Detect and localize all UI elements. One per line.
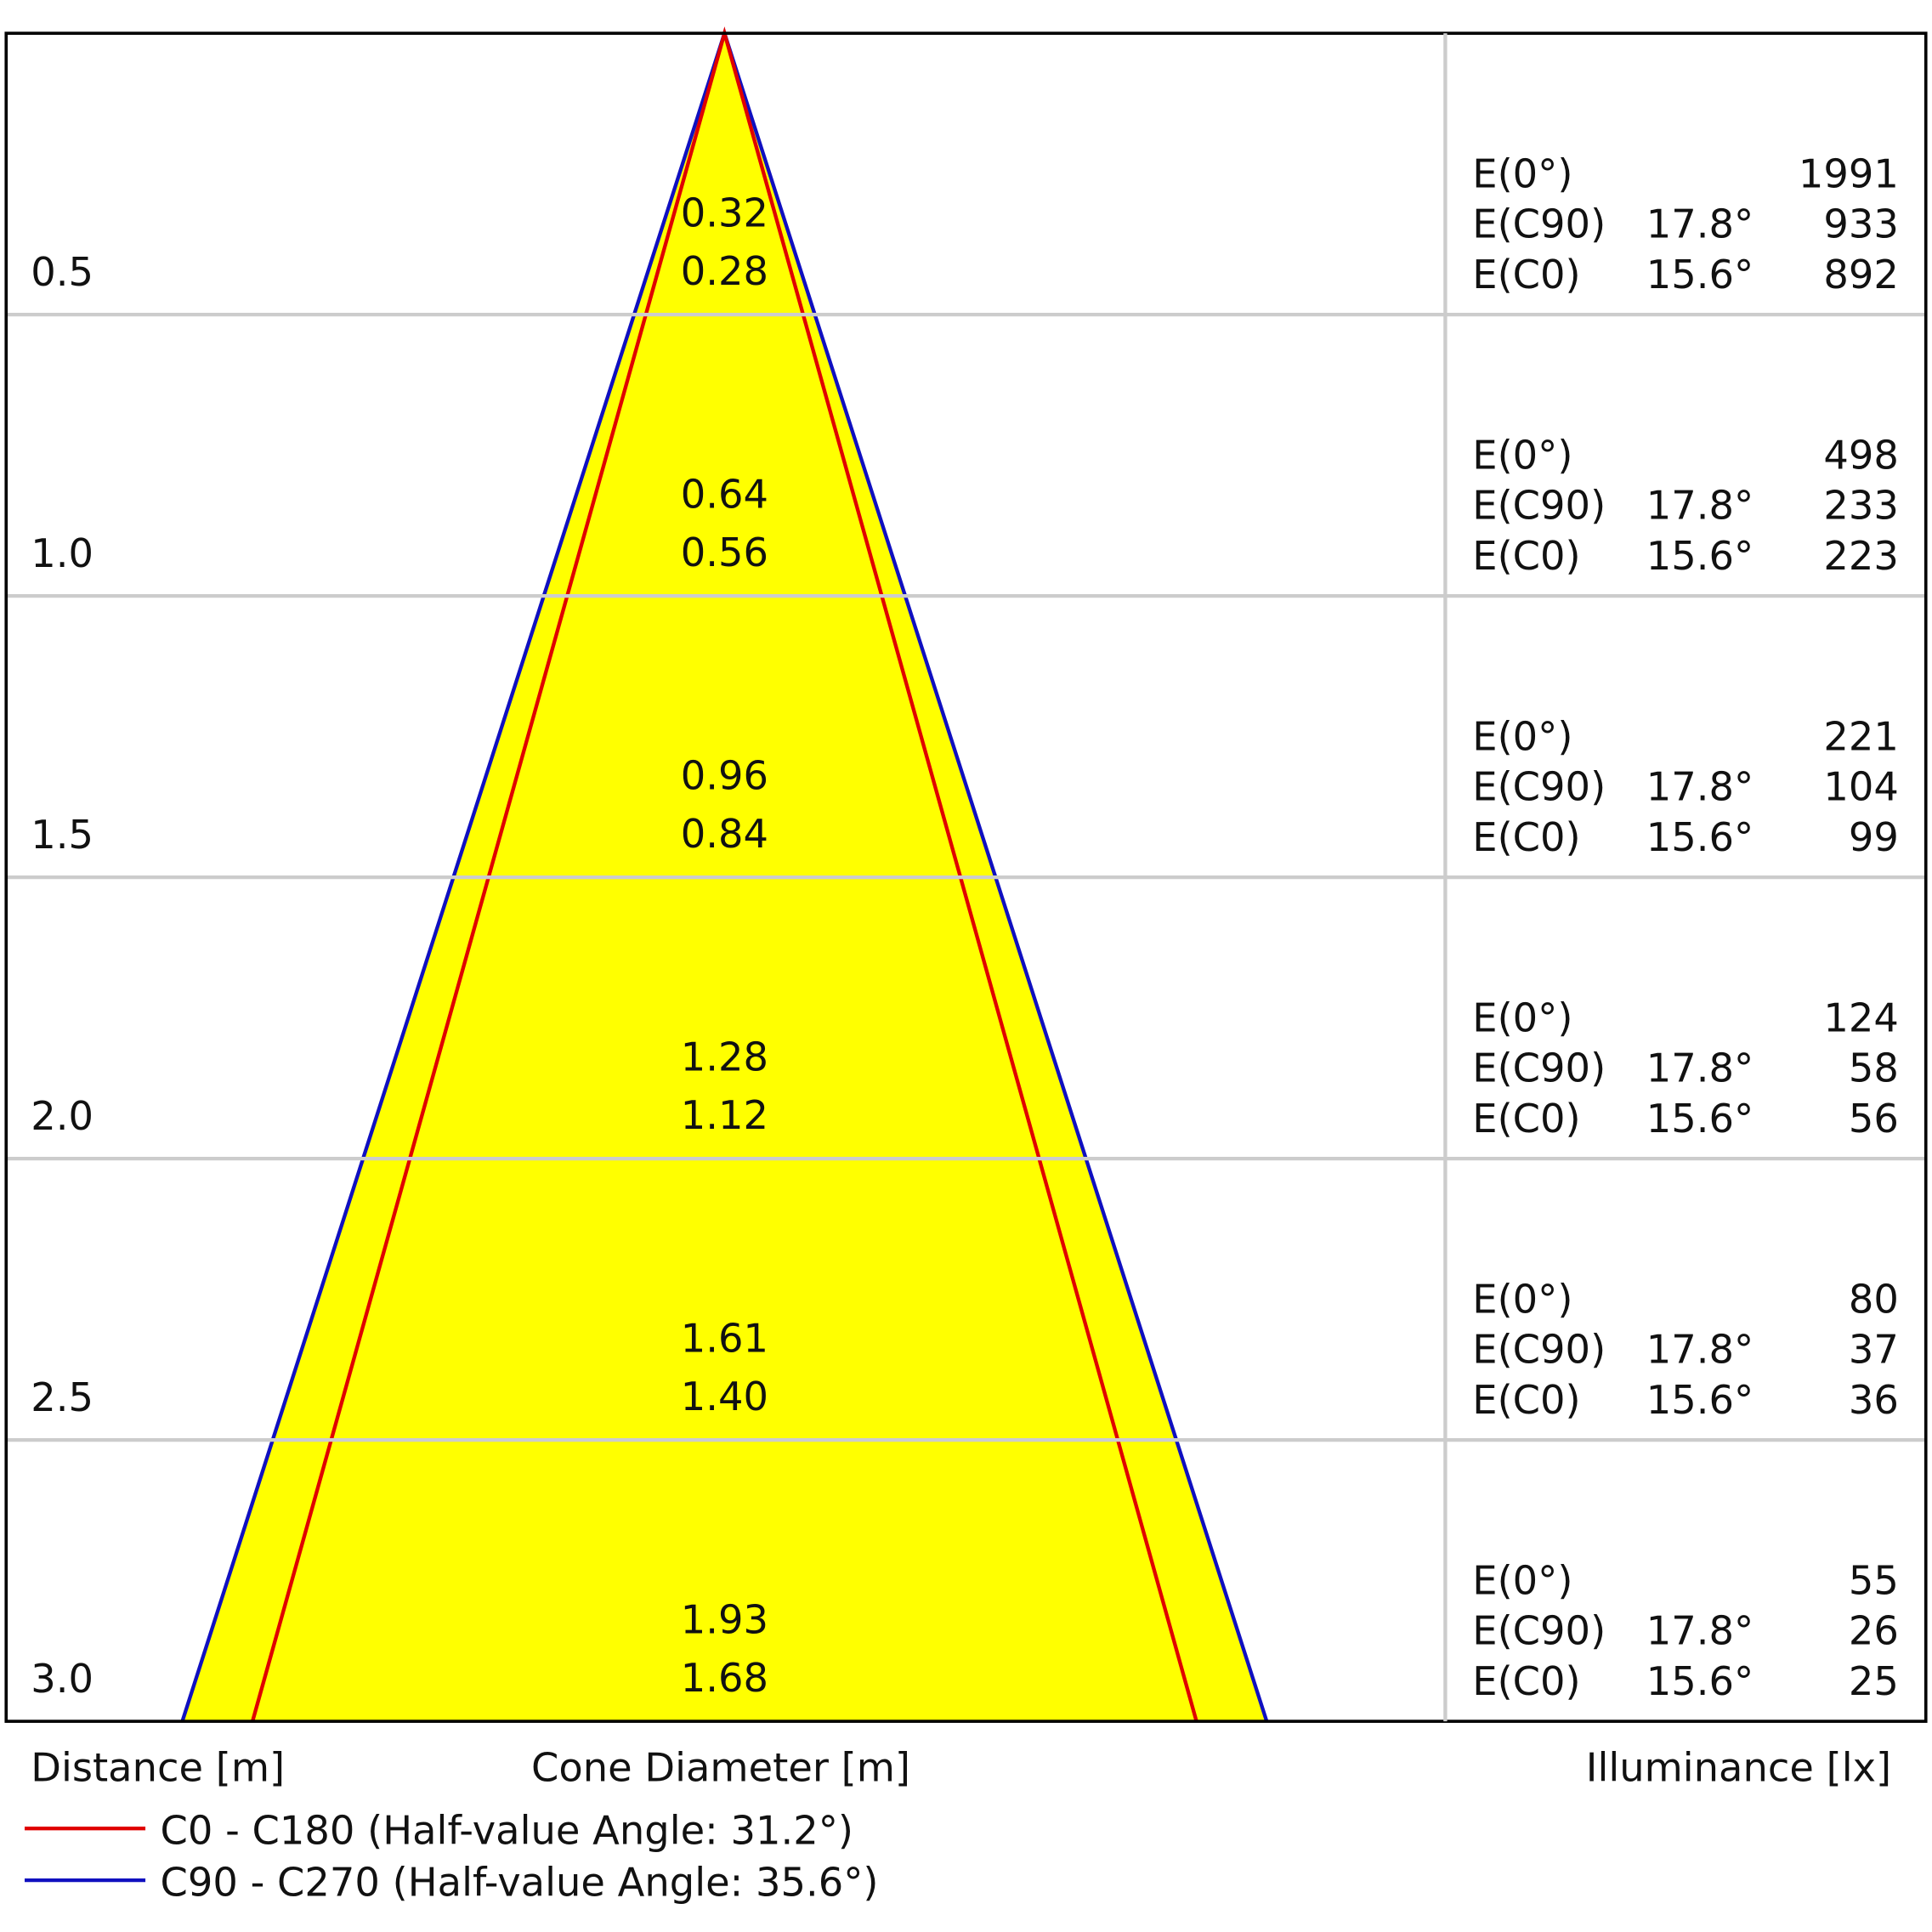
diameter-c90: 0.96 [681, 753, 768, 799]
angle: 17.8° [1646, 483, 1754, 529]
illuminance-label: E(C0) [1472, 252, 1580, 297]
illuminance-value: 26 [1849, 1608, 1899, 1654]
diameter-c90: 0.32 [681, 190, 768, 236]
diameter-c90: 0.64 [681, 472, 768, 518]
frame [4, 31, 1928, 1723]
legend-label: C0 - C180 (Half-value Angle: 31.2°) [160, 1808, 853, 1854]
illuminance-value: 892 [1823, 252, 1899, 297]
illuminance-value: 124 [1823, 994, 1899, 1040]
angle: 17.8° [1646, 1608, 1754, 1654]
illuminance-label: E(0°) [1472, 1276, 1572, 1322]
diameter-c90: 1.28 [681, 1034, 768, 1080]
distance-label: 0.5 [31, 249, 93, 295]
illuminance-label: E(C90) [1472, 1045, 1606, 1091]
grid [6, 312, 1926, 1442]
angle: 15.6° [1646, 814, 1754, 860]
illuminance-label: E(0°) [1472, 994, 1572, 1040]
illuminance-value: 223 [1823, 533, 1899, 579]
diameter-c0: 1.40 [681, 1374, 768, 1419]
angle: 17.8° [1646, 764, 1754, 810]
distance-label: 2.0 [31, 1093, 93, 1139]
angle: 15.6° [1646, 1658, 1754, 1704]
illuminance-label: E(0°) [1472, 713, 1572, 759]
distance-label: 1.0 [31, 530, 93, 576]
diameter-c0: 0.56 [681, 530, 768, 575]
illuminance-value: 498 [1823, 432, 1899, 478]
distance-label: 2.5 [31, 1374, 93, 1420]
illuminance-label: E(C0) [1472, 533, 1580, 579]
distance-axis-label: Distance [m] [31, 1745, 285, 1791]
diameter-c0: 0.28 [681, 248, 768, 294]
illuminance-value: 36 [1849, 1377, 1899, 1423]
illuminance-label: E(C0) [1472, 814, 1580, 860]
illuminance-label: E(C0) [1472, 1096, 1580, 1142]
diameter-c0: 0.84 [681, 811, 768, 857]
angle: 15.6° [1646, 1096, 1754, 1142]
diameter-c0: 1.12 [681, 1092, 768, 1138]
illuminance-value: 233 [1823, 483, 1899, 529]
illuminance-value: 25 [1849, 1658, 1899, 1704]
distance-label: 3.0 [31, 1656, 93, 1702]
illuminance-label: E(C90) [1472, 1327, 1606, 1373]
diameter-c90: 1.93 [681, 1597, 768, 1643]
illuminance-label: E(C90) [1472, 1608, 1606, 1654]
illuminance-label: E(C0) [1472, 1377, 1580, 1423]
illuminance-label: E(C0) [1472, 1658, 1580, 1704]
angle: 15.6° [1646, 1377, 1754, 1423]
illuminance-value: 933 [1823, 201, 1899, 247]
illuminance-label: E(0°) [1472, 432, 1572, 478]
illuminance-value: 1991 [1799, 150, 1899, 196]
illuminance-axis-label: Illuminance [lx] [1586, 1745, 1891, 1791]
legend-label: C90 - C270 (Half-value Angle: 35.6°) [160, 1859, 878, 1905]
illuminance-value: 99 [1849, 814, 1899, 860]
illuminance-value: 37 [1849, 1327, 1899, 1373]
illuminance-value: 104 [1823, 764, 1899, 810]
diameter-c0: 1.68 [681, 1655, 768, 1701]
illuminance-label: E(C90) [1472, 201, 1606, 247]
angle: 17.8° [1646, 1327, 1754, 1373]
distance-label: 1.5 [31, 812, 93, 858]
illuminance-label: E(C90) [1472, 483, 1606, 529]
illuminance-label: E(C90) [1472, 764, 1606, 810]
diameter-c90: 1.61 [681, 1316, 768, 1362]
illuminance-value: 58 [1849, 1045, 1899, 1091]
diameter-axis-label: Cone Diameter [m] [531, 1745, 910, 1791]
angle: 15.6° [1646, 533, 1754, 579]
illuminance-label: E(0°) [1472, 150, 1572, 196]
angle: 17.8° [1646, 201, 1754, 247]
illuminance-value: 55 [1849, 1557, 1899, 1603]
illuminance-value: 80 [1849, 1276, 1899, 1322]
illuminance-value: 221 [1823, 713, 1899, 759]
angle: 17.8° [1646, 1045, 1754, 1091]
illuminance-value: 56 [1849, 1096, 1899, 1142]
angle: 15.6° [1646, 252, 1754, 297]
illuminance-label: E(0°) [1472, 1557, 1572, 1603]
